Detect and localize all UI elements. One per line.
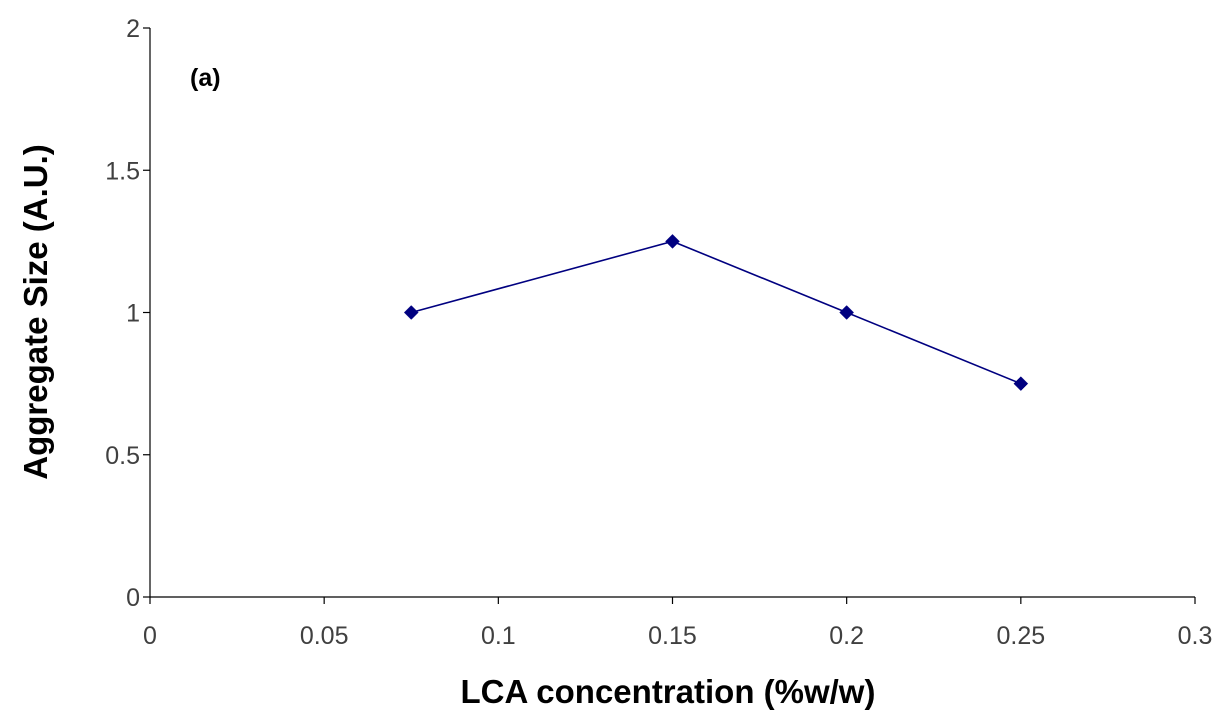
x-tick-label: 0 (143, 622, 157, 650)
y-tick-label: 0 (126, 584, 140, 612)
x-tick-label: 0.05 (300, 622, 349, 650)
chart-text: (a) LCA concentration (%w/w) Aggregate S… (17, 64, 875, 710)
tick-marks (143, 27, 1196, 604)
data-point-marker (839, 305, 855, 320)
data-point-marker (403, 305, 419, 320)
y-tick-label: 1.5 (105, 157, 140, 185)
data-series (403, 234, 1029, 391)
x-tick-label: 0.25 (996, 622, 1045, 650)
x-axis-title: LCA concentration (%w/w) (461, 673, 876, 710)
y-tick-label: 1 (126, 300, 140, 328)
x-tick-label: 0.15 (648, 622, 697, 650)
tick-labels: 0 0.5 1 1.5 2 0 0.05 0.1 0.15 0.2 0.25 0.3 (105, 15, 1212, 650)
panel-label: (a) (190, 64, 221, 92)
data-point-marker (665, 234, 680, 249)
axes (149, 28, 1195, 598)
y-tick-label: 0.5 (105, 442, 140, 470)
x-tick-label: 0.1 (481, 622, 516, 650)
x-tick-label: 0.3 (1178, 622, 1213, 650)
y-tick-label: 2 (126, 15, 140, 43)
series-layer (403, 234, 1029, 391)
y-axis-title: Aggregate Size (A.U.) (17, 144, 54, 480)
series-line (411, 240, 1022, 385)
x-tick-label: 0.2 (829, 622, 864, 650)
data-point-marker (1013, 376, 1029, 391)
